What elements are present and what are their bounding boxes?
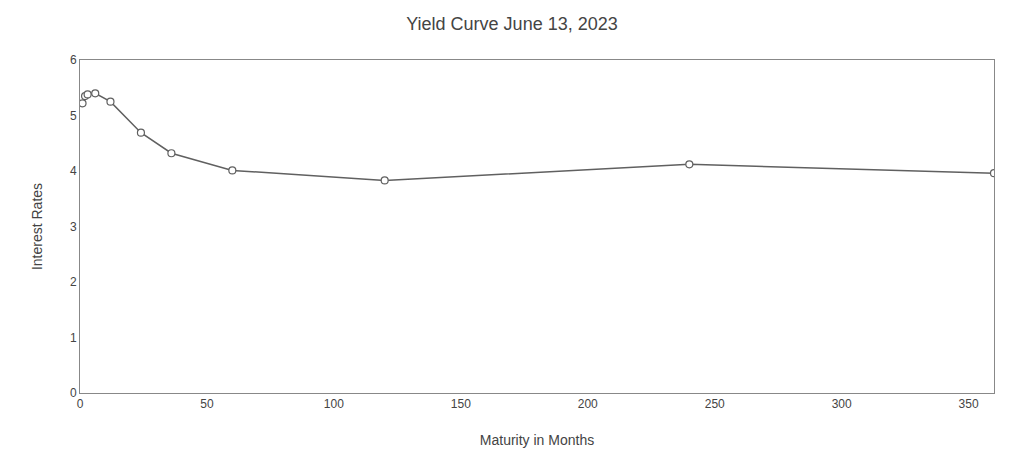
svg-text:Yield Curve June 13, 2023: Yield Curve June 13, 2023	[406, 14, 617, 34]
svg-text:50: 50	[200, 397, 214, 411]
svg-text:250: 250	[705, 397, 725, 411]
svg-text:150: 150	[451, 397, 471, 411]
svg-text:300: 300	[832, 397, 852, 411]
svg-text:6: 6	[70, 53, 77, 67]
svg-text:350: 350	[959, 397, 979, 411]
svg-text:Interest Rates: Interest Rates	[29, 183, 45, 270]
svg-text:1: 1	[70, 331, 77, 345]
svg-text:5: 5	[70, 109, 77, 123]
svg-text:4: 4	[70, 164, 77, 178]
svg-text:0: 0	[77, 397, 84, 411]
svg-text:3: 3	[70, 220, 77, 234]
svg-text:100: 100	[324, 397, 344, 411]
svg-text:200: 200	[578, 397, 598, 411]
svg-text:0: 0	[70, 386, 77, 400]
svg-text:2: 2	[70, 275, 77, 289]
svg-text:Maturity in Months: Maturity in Months	[480, 432, 594, 448]
